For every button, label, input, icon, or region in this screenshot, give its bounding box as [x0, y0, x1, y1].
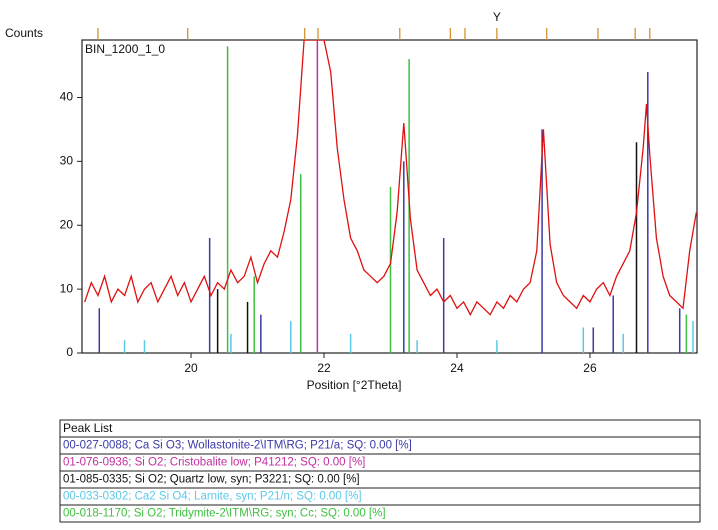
peak-list-entry: 01-085-0335; Si O2; Quartz low, syn; P32…	[63, 474, 360, 486]
pattern-line	[84, 40, 697, 317]
y-tick-label: 0	[66, 345, 73, 359]
x-tick-label: 24	[450, 361, 464, 375]
peak-list-entry: 00-018-1170; Si O2; Tridymite-2\ITM\RG; …	[63, 508, 386, 520]
peak-list-title: Peak List	[63, 421, 113, 435]
marker-label: Y	[493, 10, 501, 24]
y-tick-label: 20	[60, 217, 74, 231]
y-tick-label: 10	[60, 281, 74, 295]
x-tick-label: 22	[317, 361, 331, 375]
y-axis-label: Counts	[5, 26, 43, 40]
peak-list-entry: 01-076-0936; Si O2; Cristobalite low; P4…	[63, 457, 365, 469]
x-tick-label: 26	[583, 361, 597, 375]
y-tick-label: 30	[60, 154, 74, 168]
plot-area	[84, 40, 697, 353]
annotation: BIN_1200_1_0	[85, 42, 165, 56]
peak-list-entry: 00-033-0302; Ca2 Si O4; Larnite, syn; P2…	[63, 491, 362, 503]
x-axis-label: Position [°2Theta]	[307, 378, 402, 392]
plot-frame	[81, 39, 698, 354]
x-tick-label: 20	[184, 361, 198, 375]
peak-list-entry: 00-027-0088; Ca Si O3; Wollastonite-2\IT…	[63, 440, 412, 452]
y-tick-label: 40	[60, 90, 74, 104]
